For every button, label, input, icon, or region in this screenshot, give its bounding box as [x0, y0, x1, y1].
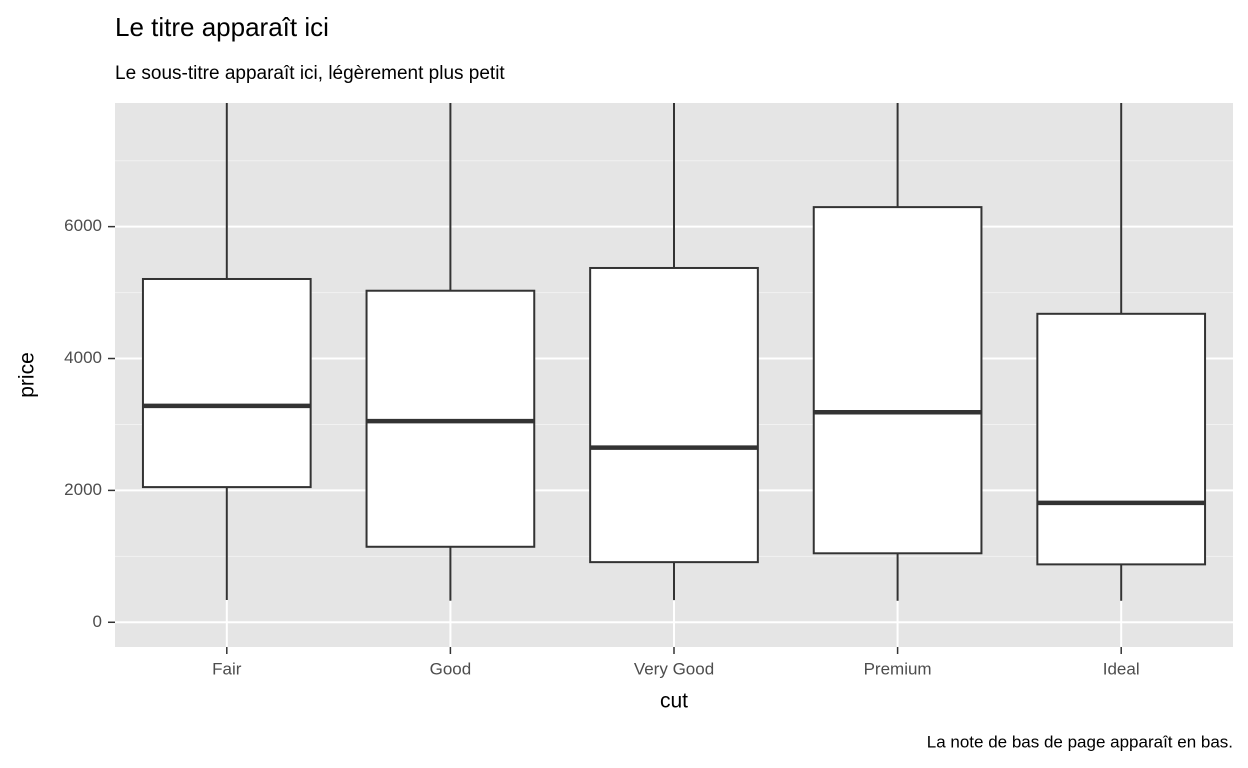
x-tick-label: Ideal: [1103, 659, 1140, 678]
x-tick-label: Fair: [212, 659, 242, 678]
x-tick-label: Premium: [864, 659, 932, 678]
box: [365, 289, 536, 548]
y-axis-title: price: [16, 352, 39, 398]
y-tick-label: 2000: [64, 480, 102, 499]
x-tick-label: Good: [430, 659, 472, 678]
chart-subtitle: Le sous-titre apparaît ici, légèrement p…: [115, 63, 505, 84]
box: [812, 206, 983, 555]
chart-title: Le titre apparaît ici: [115, 12, 329, 42]
caption: La note de bas de page apparaît en bas.: [927, 732, 1233, 751]
plot-area: [141, 103, 1207, 647]
box: [1036, 312, 1207, 566]
box: [141, 277, 312, 489]
y-tick-label: 6000: [64, 216, 102, 235]
x-axis-title: cut: [660, 690, 688, 713]
y-tick-label: 0: [93, 612, 102, 631]
box: [589, 266, 759, 564]
y-tick-label: 4000: [64, 348, 102, 367]
x-tick-label: Very Good: [634, 659, 714, 678]
